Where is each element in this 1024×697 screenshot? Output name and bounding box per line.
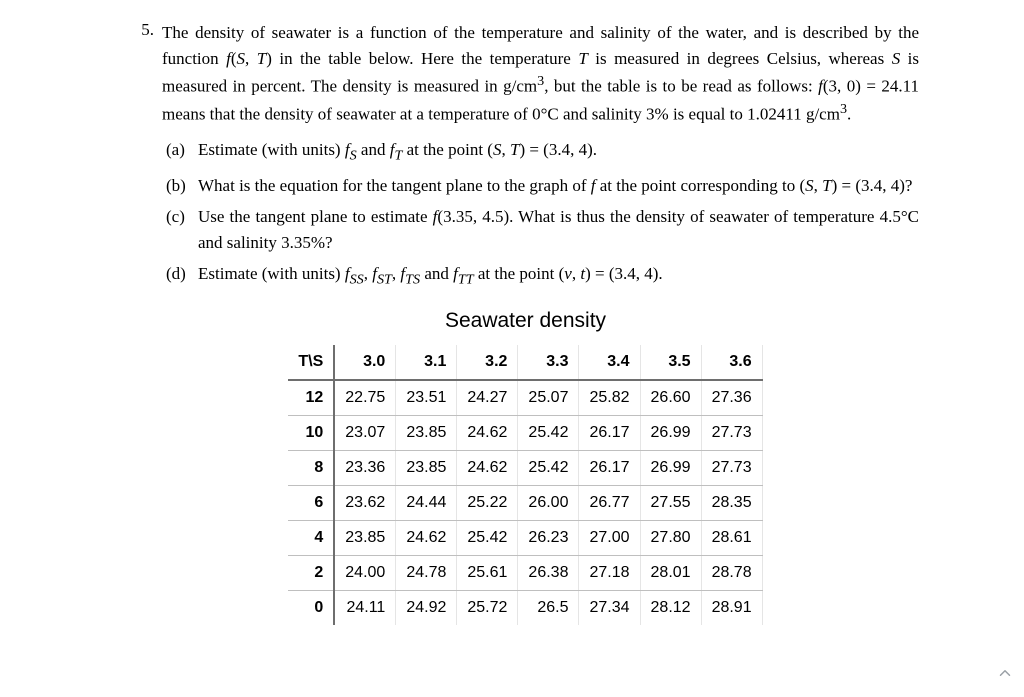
table-row: 224.0024.7825.6126.3827.1828.0128.78 bbox=[288, 556, 762, 591]
subpart-label: (a) bbox=[166, 137, 192, 167]
table-cell: 24.11 bbox=[334, 591, 396, 626]
subpart-label: (b) bbox=[166, 173, 192, 199]
table-cell: 25.42 bbox=[518, 416, 579, 451]
table-cell: 26.23 bbox=[518, 521, 579, 556]
table-cell: 24.62 bbox=[457, 416, 518, 451]
table-cell: 26.00 bbox=[518, 486, 579, 521]
table-cell: 27.73 bbox=[701, 451, 762, 486]
table-cell: 24.62 bbox=[396, 521, 457, 556]
table-cell: 27.00 bbox=[579, 521, 640, 556]
table-cell: 23.36 bbox=[334, 451, 396, 486]
table-row: 823.3623.8524.6225.4226.1726.9927.73 bbox=[288, 451, 762, 486]
table-cell: 24.62 bbox=[457, 451, 518, 486]
chevron-up-icon[interactable] bbox=[996, 664, 1014, 687]
table-row-header: 10 bbox=[288, 416, 334, 451]
table-row: 423.8524.6225.4226.2327.0027.8028.61 bbox=[288, 521, 762, 556]
subpart-text: Estimate (with units) fS and fT at the p… bbox=[198, 137, 919, 167]
table-cell: 24.27 bbox=[457, 380, 518, 416]
problem-statement: The density of seawater is a function of… bbox=[162, 20, 919, 127]
subpart: (c)Use the tangent plane to estimate f(3… bbox=[166, 204, 919, 255]
table-cell: 26.17 bbox=[579, 416, 640, 451]
table-col-header: 3.2 bbox=[457, 345, 518, 380]
table-col-header: 3.4 bbox=[579, 345, 640, 380]
table-corner: T\S bbox=[288, 345, 334, 380]
subpart-text: What is the equation for the tangent pla… bbox=[198, 173, 919, 199]
table-cell: 24.78 bbox=[396, 556, 457, 591]
density-table: T\S3.03.13.23.33.43.53.61222.7523.5124.2… bbox=[288, 345, 762, 625]
subpart: (d)Estimate (with units) fSS, fST, fTS a… bbox=[166, 261, 919, 291]
subpart-text: Use the tangent plane to estimate f(3.35… bbox=[198, 204, 919, 255]
table-row-header: 12 bbox=[288, 380, 334, 416]
table-cell: 22.75 bbox=[334, 380, 396, 416]
table-cell: 25.22 bbox=[457, 486, 518, 521]
table-cell: 24.00 bbox=[334, 556, 396, 591]
table-cell: 26.99 bbox=[640, 416, 701, 451]
subpart-label: (d) bbox=[166, 261, 192, 291]
problem-5: 5. The density of seawater is a function… bbox=[132, 20, 919, 127]
subpart: (b)What is the equation for the tangent … bbox=[166, 173, 919, 199]
table-col-header: 3.3 bbox=[518, 345, 579, 380]
table-row-header: 0 bbox=[288, 591, 334, 626]
table-col-header: 3.1 bbox=[396, 345, 457, 380]
table-cell: 25.42 bbox=[518, 451, 579, 486]
problem-number: 5. bbox=[132, 20, 154, 127]
table-cell: 28.78 bbox=[701, 556, 762, 591]
table-cell: 25.42 bbox=[457, 521, 518, 556]
table-cell: 27.73 bbox=[701, 416, 762, 451]
table-cell: 27.36 bbox=[701, 380, 762, 416]
table-cell: 26.99 bbox=[640, 451, 701, 486]
table-cell: 25.72 bbox=[457, 591, 518, 626]
table-col-header: 3.6 bbox=[701, 345, 762, 380]
table-cell: 26.77 bbox=[579, 486, 640, 521]
table-cell: 24.92 bbox=[396, 591, 457, 626]
table-cell: 25.82 bbox=[579, 380, 640, 416]
table-row: 623.6224.4425.2226.0026.7727.5528.35 bbox=[288, 486, 762, 521]
table-cell: 23.07 bbox=[334, 416, 396, 451]
table-cell: 26.5 bbox=[518, 591, 579, 626]
table-cell: 24.44 bbox=[396, 486, 457, 521]
table-cell: 26.17 bbox=[579, 451, 640, 486]
table-cell: 23.85 bbox=[334, 521, 396, 556]
table-cell: 23.85 bbox=[396, 451, 457, 486]
table-cell: 27.55 bbox=[640, 486, 701, 521]
table-row-header: 6 bbox=[288, 486, 334, 521]
table-row: 1023.0723.8524.6225.4226.1726.9927.73 bbox=[288, 416, 762, 451]
table-row-header: 8 bbox=[288, 451, 334, 486]
table-cell: 26.60 bbox=[640, 380, 701, 416]
table-cell: 23.51 bbox=[396, 380, 457, 416]
table-cell: 28.01 bbox=[640, 556, 701, 591]
table-cell: 26.38 bbox=[518, 556, 579, 591]
table-cell: 27.18 bbox=[579, 556, 640, 591]
subpart-text: Estimate (with units) fSS, fST, fTS and … bbox=[198, 261, 919, 291]
table-cell: 23.62 bbox=[334, 486, 396, 521]
table-row-header: 4 bbox=[288, 521, 334, 556]
subpart: (a)Estimate (with units) fS and fT at th… bbox=[166, 137, 919, 167]
table-cell: 25.61 bbox=[457, 556, 518, 591]
table-cell: 27.80 bbox=[640, 521, 701, 556]
table-cell: 28.91 bbox=[701, 591, 762, 626]
document-content: 5. The density of seawater is a function… bbox=[0, 0, 1024, 625]
subpart-label: (c) bbox=[166, 204, 192, 255]
table-cell: 25.07 bbox=[518, 380, 579, 416]
table-row-header: 2 bbox=[288, 556, 334, 591]
table-cell: 28.61 bbox=[701, 521, 762, 556]
table-cell: 23.85 bbox=[396, 416, 457, 451]
subparts-list: (a)Estimate (with units) fS and fT at th… bbox=[166, 137, 919, 291]
table-title: Seawater density bbox=[132, 309, 919, 333]
table-cell: 28.35 bbox=[701, 486, 762, 521]
table-row: 024.1124.9225.7226.527.3428.1228.91 bbox=[288, 591, 762, 626]
table-col-header: 3.0 bbox=[334, 345, 396, 380]
table-cell: 28.12 bbox=[640, 591, 701, 626]
table-wrap: T\S3.03.13.23.33.43.53.61222.7523.5124.2… bbox=[132, 345, 919, 625]
table-cell: 27.34 bbox=[579, 591, 640, 626]
table-row: 1222.7523.5124.2725.0725.8226.6027.36 bbox=[288, 380, 762, 416]
table-col-header: 3.5 bbox=[640, 345, 701, 380]
